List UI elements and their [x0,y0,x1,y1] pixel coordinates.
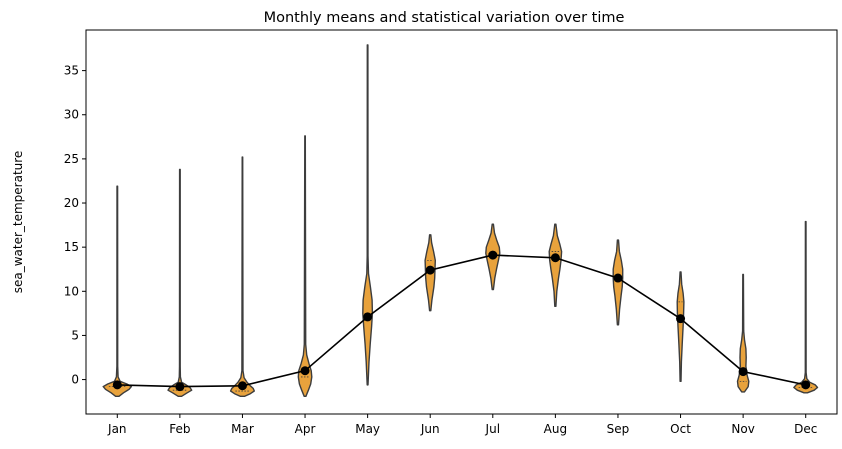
mean-point-oct [676,314,686,324]
violin-apr [297,135,313,397]
y-tick-label: 25 [64,152,79,166]
x-tick-label: Sep [607,422,630,436]
mean-point-jun [425,265,435,275]
mean-point-aug [550,253,560,263]
y-axis-title: sea_water_temperature [11,151,25,294]
x-tick-label: Apr [295,422,316,436]
mean-point-may [363,312,373,322]
mean-point-jan [112,380,122,390]
chart-title: Monthly means and statistical variation … [264,10,625,26]
plot-area-frame [85,29,838,415]
mean-point-mar [237,381,247,391]
y-tick-label: 0 [71,373,79,387]
mean-line-group [112,250,811,392]
violin-oct [676,271,685,382]
violin-may [362,44,374,386]
mean-point-apr [300,366,310,376]
mean-point-nov [738,367,748,377]
mean-point-dec [801,380,811,390]
violin-aug [548,223,563,307]
x-tick-label: Nov [731,422,754,436]
y-tick-label: 20 [64,196,79,210]
y-tick-label: 15 [64,240,79,254]
violin-mar [229,156,255,397]
x-tick-label: Dec [794,422,817,436]
x-axis: Jan Feb Mar Apr May Jun Jul Aug Sep Oct Nov Dec [107,414,817,436]
x-tick-label: Jan [107,422,127,436]
y-tick-label: 10 [64,284,79,298]
x-tick-label: May [355,422,380,436]
x-tick-label: Aug [544,422,567,436]
violin-feb [167,168,193,397]
x-tick-label: Jul [485,422,500,436]
mean-point-jul [488,250,498,260]
x-tick-label: Oct [670,422,691,436]
mean-point-feb [175,382,185,392]
mean-point-sep [613,273,623,283]
y-tick-label: 35 [64,64,79,78]
y-tick-label: 30 [64,108,79,122]
x-tick-label: Jun [420,422,440,436]
violin-group [102,44,819,397]
x-tick-label: Mar [231,422,254,436]
y-tick-label: 5 [71,328,79,342]
x-tick-label: Feb [169,422,190,436]
mean-line [117,254,806,388]
violin-dec [793,220,819,394]
y-axis: 0 5 10 15 20 25 30 35 [64,64,86,387]
violin-jan [102,185,133,397]
